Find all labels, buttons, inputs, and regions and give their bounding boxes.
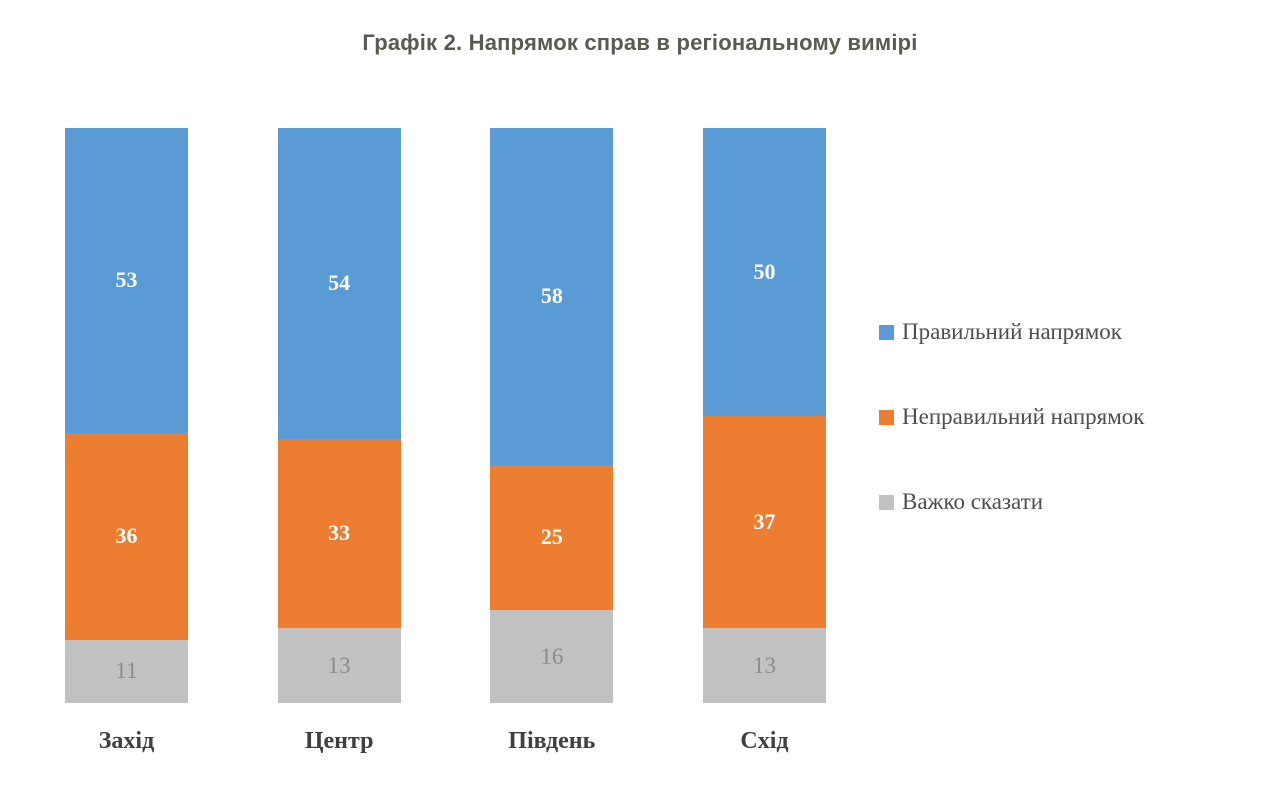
segment-vazhko-pivden: 16 [490,610,614,703]
category-label-pivden: Південь [508,728,596,754]
legend-label: Неправильний напрямок [902,404,1145,429]
value-label: 53 [115,267,138,293]
legend-label: Важко сказати [902,489,1043,514]
category-axis: Захід Центр Південь Схід [65,728,826,755]
legend-swatch-blue-icon [879,324,894,340]
category-label-skhid: Схід [740,728,789,754]
value-label: 33 [328,520,351,546]
category-label-tsentr: Центр [304,728,374,754]
bar-skhid: 50 37 13 [702,128,826,703]
value-label: 13 [327,652,351,678]
legend-swatch-gray-icon [879,494,894,510]
segment-vazhko-tsentr: 13 [277,628,401,703]
bar-zakhid: 53 36 11 [65,128,188,703]
value-label: 25 [540,524,563,550]
value-label: 54 [328,270,351,296]
segment-pravylnyi-tsentr: 54 [277,128,401,439]
value-label: 36 [115,523,138,549]
plot-area: 53 36 11 54 33 13 58 25 16 50 37 13 [65,128,826,703]
segment-pravylnyi-zakhid: 53 [65,128,188,433]
bar-tsentr: 54 33 13 [277,128,401,703]
legend-item-nepravylnyi: Неправильний напрямок [879,404,1145,429]
value-label: 58 [540,283,563,309]
segment-pravylnyi-skhid: 50 [702,128,826,416]
value-label: 11 [115,658,138,684]
category-label-zakhid: Захід [98,728,155,754]
value-label: 37 [753,508,776,534]
segment-nepravylnyi-zakhid: 36 [65,432,188,640]
legend-label: Правильний напрямок [902,319,1122,344]
bar-pivden: 58 25 16 [490,128,614,703]
segment-vazhko-zakhid: 11 [65,639,188,703]
value-label: 16 [540,643,564,669]
chart-title: Графік 2. Напрямок справ в регіональному… [362,30,918,55]
legend-swatch-orange-icon [879,409,894,425]
value-label: 50 [753,258,776,284]
legend: Правильний напрямок Неправильний напрямо… [879,319,1145,575]
segment-vazhko-skhid: 13 [702,628,826,703]
legend-item-vazhko: Важко сказати [879,489,1144,514]
legend-item-pravylnyi: Правильний напрямок [879,319,1144,344]
value-label: 13 [752,652,776,678]
segment-nepravylnyi-skhid: 37 [702,415,826,629]
segment-pravylnyi-pivden: 58 [490,128,614,465]
segment-nepravylnyi-tsentr: 33 [277,438,401,629]
segment-nepravylnyi-pivden: 25 [490,464,614,611]
